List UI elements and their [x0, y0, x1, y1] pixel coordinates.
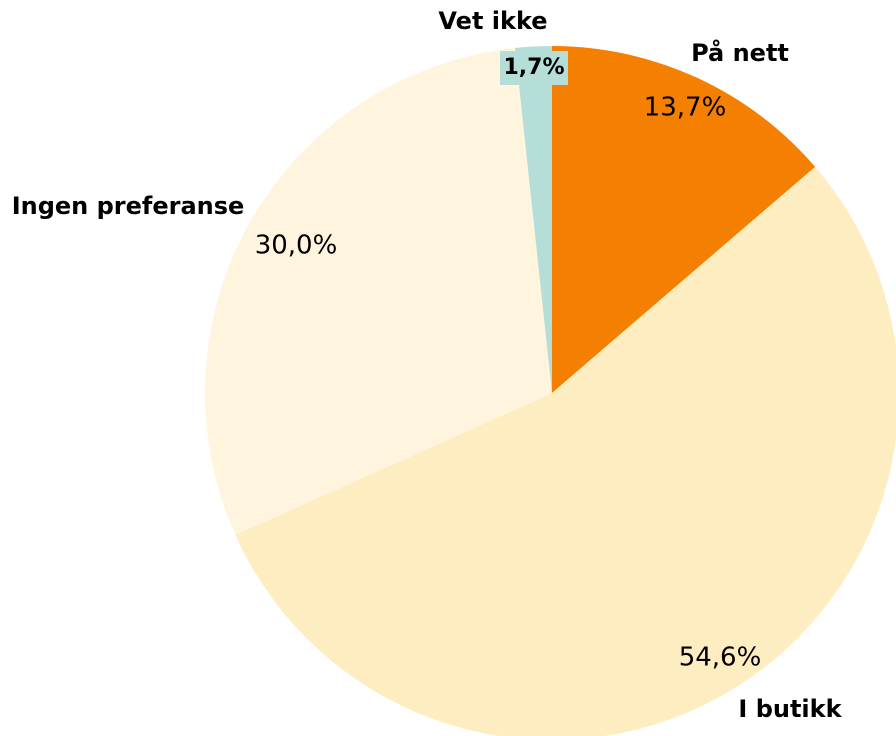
slice-label: Ingen preferanse	[12, 192, 245, 220]
value-label: 54,6%	[679, 643, 762, 673]
pie-slice	[204, 47, 552, 535]
value-label: 1,7%	[503, 55, 564, 80]
slice-label: På nett	[691, 38, 789, 67]
pie-slice	[515, 46, 552, 393]
pie-slice	[235, 166, 896, 736]
value-label: 13,7%	[644, 93, 727, 123]
slice-label: Vet ikke	[438, 7, 547, 35]
slice-label: I butikk	[738, 695, 842, 723]
value-label-box	[500, 51, 568, 85]
value-label: 30,0%	[255, 231, 338, 261]
pie-slice	[552, 46, 816, 393]
